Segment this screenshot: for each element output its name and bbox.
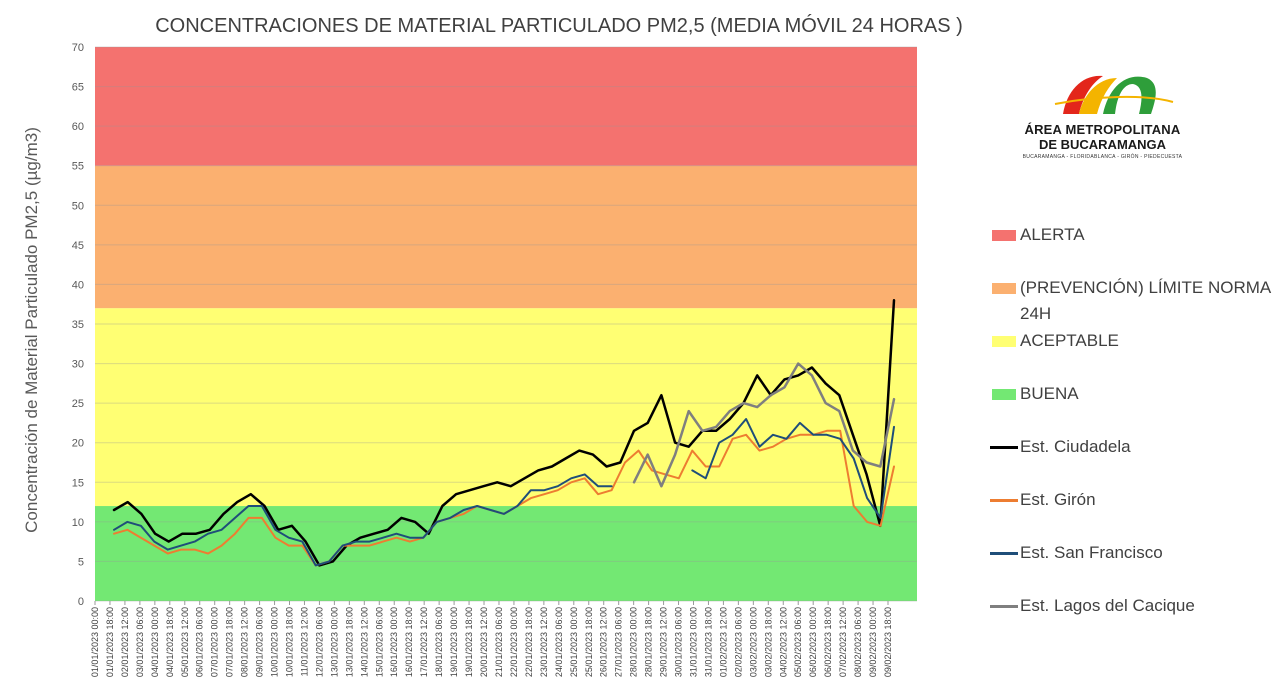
x-tick-label: 03/01/2023 06:00 xyxy=(135,607,145,677)
legend-line-lagos-del-cacique xyxy=(990,605,1018,608)
legend-line-ciudadela xyxy=(990,446,1018,449)
x-tick-label: 14/01/2023 12:00 xyxy=(359,607,369,677)
chart-title: CONCENTRACIONES DE MATERIAL PARTICULADO … xyxy=(155,15,963,37)
x-tick-label: 09/01/2023 06:00 xyxy=(255,607,265,677)
y-tick-label: 45 xyxy=(72,240,84,252)
y-tick-label: 25 xyxy=(72,398,84,410)
series-line-ciudadela xyxy=(112,299,896,567)
x-tick-label: 01/01/2023 00:00 xyxy=(90,607,100,677)
y-tick-label: 70 xyxy=(72,42,84,54)
x-tick-label: 11/01/2023 12:00 xyxy=(299,607,309,676)
x-tick-label: 13/01/2023 00:00 xyxy=(329,607,339,677)
logo-title-line1: ÁREA METROPOLITANA xyxy=(1024,122,1181,137)
x-tick-label: 01/02/2023 12:00 xyxy=(718,607,728,677)
y-tick-label: 55 xyxy=(72,161,84,173)
x-tick-label: 17/01/2023 12:00 xyxy=(419,607,429,677)
x-tick-label: 01/01/2023 18:00 xyxy=(105,607,115,677)
y-tick-label: 65 xyxy=(72,82,84,94)
x-tick-label: 06/02/2023 18:00 xyxy=(823,607,833,677)
x-tick-label: 15/01/2023 06:00 xyxy=(374,607,384,677)
logo-title-line2: DE BUCARAMANGA xyxy=(1038,137,1167,152)
y-tick-label: 10 xyxy=(72,517,84,529)
legend-swatch-aceptable xyxy=(992,336,1016,347)
y-tick-label: 35 xyxy=(72,319,84,331)
x-tick-label: 13/01/2023 18:00 xyxy=(344,607,354,677)
legend-swatch-alerta xyxy=(992,230,1016,241)
x-tick-label: 29/01/2023 12:00 xyxy=(659,607,669,677)
logo-subtitle: BUCARAMANGA - FLORIDABLANCA - GIRÓN - PI… xyxy=(1022,154,1183,160)
x-tick-label: 02/01/2023 12:00 xyxy=(120,607,130,677)
band-alerta xyxy=(95,47,917,166)
series-line-lagos-del-cacique xyxy=(632,362,896,488)
x-tick-label: 31/01/2023 18:00 xyxy=(703,607,713,677)
x-tick-label: 24/01/2023 06:00 xyxy=(554,607,564,677)
x-tick-label: 30/01/2023 06:00 xyxy=(674,607,684,677)
x-tick-label: 07/01/2023 00:00 xyxy=(210,607,220,677)
x-tick-label: 27/01/2023 06:00 xyxy=(614,607,624,677)
x-tick-label: 22/01/2023 18:00 xyxy=(524,607,534,677)
x-tick-label: 16/01/2023 18:00 xyxy=(404,607,414,677)
x-tick-label: 23/01/2023 12:00 xyxy=(539,607,549,677)
x-tick-label: 08/02/2023 06:00 xyxy=(853,607,863,677)
y-tick-label: 50 xyxy=(72,200,84,212)
x-tick-label: 12/01/2023 06:00 xyxy=(314,607,324,677)
series-line-san-francisco xyxy=(113,418,895,567)
x-tick-label: 28/01/2023 18:00 xyxy=(644,607,654,677)
x-tick-label: 25/01/2023 18:00 xyxy=(584,607,594,677)
x-tick-label: 08/01/2023 12:00 xyxy=(240,607,250,677)
x-tick-label: 03/02/2023 18:00 xyxy=(763,607,773,677)
x-tick-label: 02/02/2023 06:00 xyxy=(733,607,743,677)
x-tick-label: 06/01/2023 06:00 xyxy=(195,607,205,677)
x-tick-label: 19/01/2023 00:00 xyxy=(449,607,459,677)
x-tick-label: 05/02/2023 06:00 xyxy=(793,607,803,677)
band-prevenci-n-l-mite-norma-24h xyxy=(95,165,917,309)
x-tick-label: 04/01/2023 00:00 xyxy=(150,607,160,677)
x-tick-label: 09/02/2023 18:00 xyxy=(883,607,893,677)
y-tick-label: 15 xyxy=(72,477,84,489)
x-tick-label: 20/01/2023 12:00 xyxy=(479,607,489,677)
y-tick-label: 20 xyxy=(72,438,84,450)
y-tick-label: 0 xyxy=(78,596,84,608)
legend-swatch-buena xyxy=(992,389,1016,400)
x-tick-label: 04/01/2023 18:00 xyxy=(165,607,175,677)
x-tick-label: 21/01/2023 06:00 xyxy=(494,607,504,677)
y-tick-label: 60 xyxy=(72,121,84,133)
x-tick-label: 10/01/2023 00:00 xyxy=(270,607,280,677)
legend-line-san-francisco xyxy=(990,552,1018,555)
area-metropolitana-logo: ÁREA METROPOLITANA DE BUCARAMANGA BUCARA… xyxy=(1005,68,1200,168)
legend-line-giron xyxy=(990,499,1018,502)
x-tick-label: 28/01/2023 00:00 xyxy=(629,607,639,677)
x-tick-label: 06/02/2023 00:00 xyxy=(808,607,818,677)
logo-swoosh-icon xyxy=(1054,75,1174,114)
y-tick-label: 30 xyxy=(72,359,84,371)
band-aceptable xyxy=(95,308,917,507)
x-tick-label: 05/01/2023 12:00 xyxy=(180,607,190,677)
x-tick-label: 31/01/2023 00:00 xyxy=(688,607,698,677)
x-tick-label: 04/02/2023 12:00 xyxy=(778,607,788,677)
x-tick-label: 26/01/2023 12:00 xyxy=(599,607,609,677)
x-tick-label: 10/01/2023 18:00 xyxy=(285,607,295,677)
x-tick-label: 07/01/2023 18:00 xyxy=(225,607,235,677)
y-tick-label: 5 xyxy=(78,556,84,568)
x-tick-label: 18/01/2023 06:00 xyxy=(434,607,444,677)
legend-swatch-prevencion xyxy=(992,283,1016,294)
x-tick-label: 25/01/2023 00:00 xyxy=(569,607,579,677)
x-tick-label: 22/01/2023 00:00 xyxy=(509,607,519,677)
x-tick-label: 07/02/2023 12:00 xyxy=(838,607,848,677)
x-tick-label: 09/02/2023 00:00 xyxy=(868,607,878,677)
y-tick-label: 40 xyxy=(72,279,84,291)
x-tick-label: 16/01/2023 00:00 xyxy=(389,607,399,677)
x-tick-label: 19/01/2023 18:00 xyxy=(464,607,474,677)
x-tick-label: 03/02/2023 00:00 xyxy=(748,607,758,677)
